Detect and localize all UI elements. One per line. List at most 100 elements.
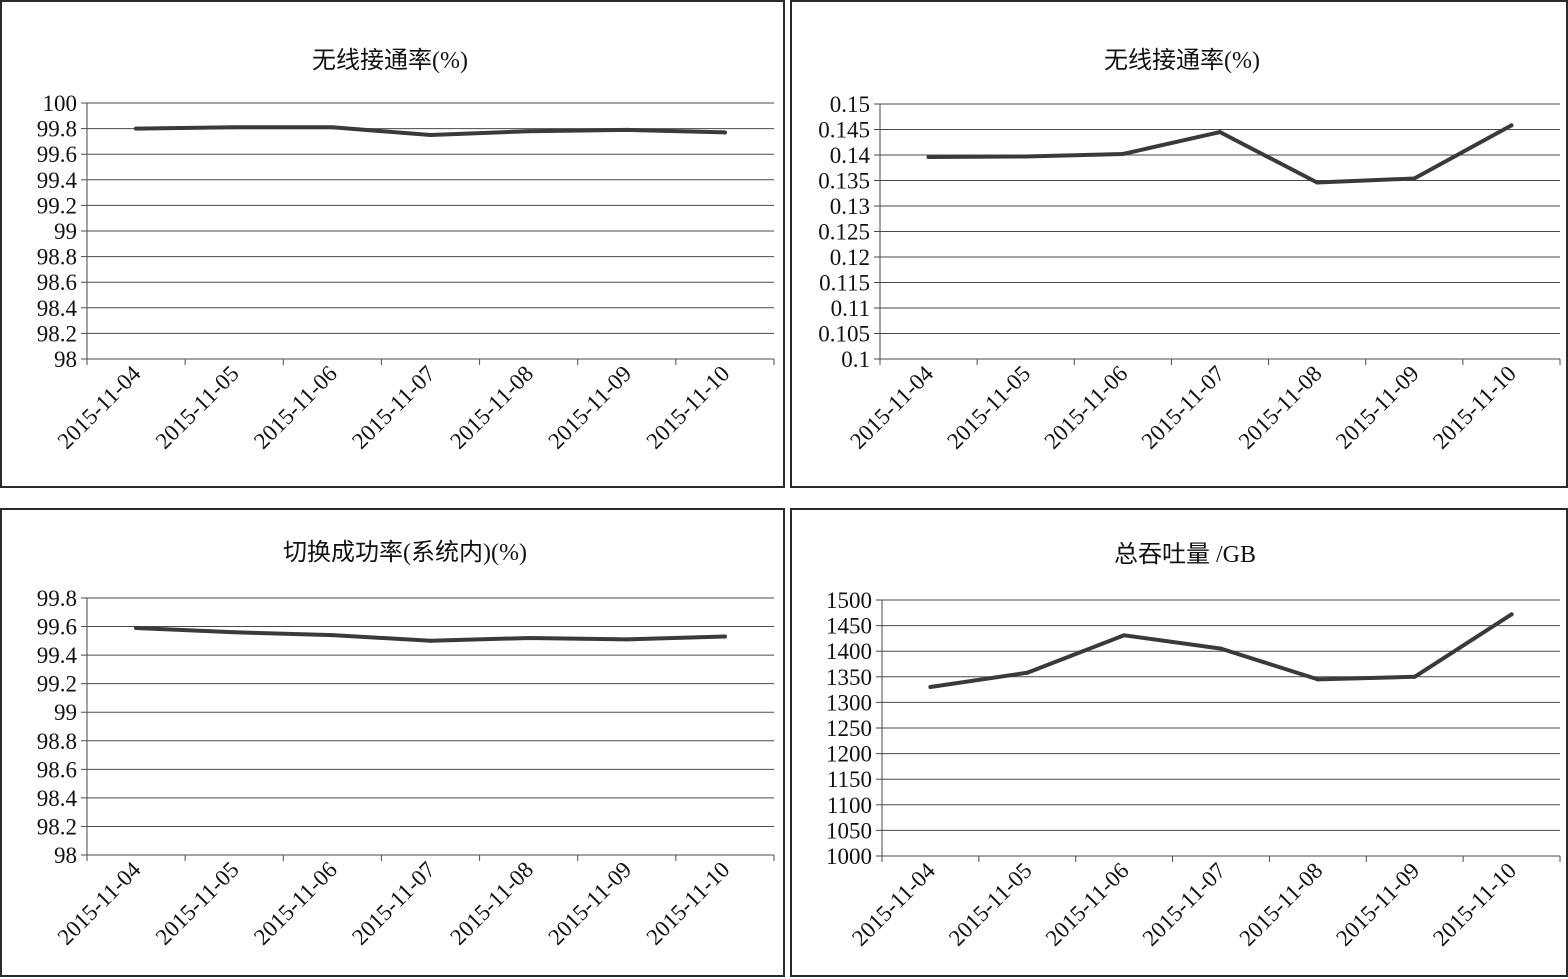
data-point — [1412, 176, 1417, 181]
data-point — [1315, 677, 1320, 682]
y-tick-label: 98.6 — [37, 270, 77, 295]
chart-wireless-connection-rate: 无线接通率(%)10099.899.699.499.29998.898.698.… — [37, 47, 775, 454]
data-point — [134, 625, 139, 630]
data-point — [624, 127, 629, 132]
y-tick-label: 0.13 — [830, 194, 870, 219]
y-tick-label: 1300 — [826, 690, 872, 715]
data-point — [1218, 130, 1222, 135]
x-tick-label: 2015-11-04 — [53, 857, 146, 950]
y-tick-label: 98.8 — [37, 245, 77, 270]
y-tick-label: 98 — [54, 843, 77, 868]
x-tick-label: 2015-11-08 — [1234, 361, 1327, 454]
y-tick-label: 1400 — [826, 639, 872, 664]
data-point — [1509, 123, 1514, 128]
chart-total-throughput: 总吞吐量 /GB 15001450140013501300125012001150… — [826, 541, 1561, 951]
data-point — [232, 125, 237, 130]
x-tick-label: 2015-11-08 — [445, 361, 538, 454]
x-tick-label: 2015-11-08 — [445, 857, 538, 950]
y-tick-label: 99.8 — [37, 586, 77, 611]
y-tick-label: 0.135 — [818, 169, 870, 194]
y-tick-label: 0.115 — [819, 271, 870, 296]
x-tick-label: 2015-11-05 — [942, 361, 1035, 454]
x-tick-label: 2015-11-08 — [1234, 858, 1327, 951]
data-point — [1025, 670, 1030, 675]
y-tick-label: 0.1 — [841, 347, 870, 372]
x-tick-label: 2015-11-10 — [642, 361, 735, 454]
x-tick-label: 2015-11-10 — [1428, 858, 1521, 951]
data-point — [624, 637, 629, 642]
x-tick-label: 2015-11-09 — [543, 857, 636, 950]
x-tick-label: 2015-11-09 — [1331, 361, 1424, 454]
data-point — [526, 635, 531, 640]
chart-wireless-connection-rate-2: 无线接通率(%)0.150.1450.140.1350.130.1250.120… — [818, 47, 1561, 454]
chart-panel-wireless-connection-rate: 无线接通率(%) 100 99.8 99.6 99.4 99.2 99 98.8 98.6 98.… — [0, 0, 785, 488]
y-tick-label: 1000 — [826, 844, 872, 869]
chart-panel-total-throughput: 总吞吐量 /GB 1500 1450 1400 1350 1300 1250 1200 1150… — [790, 508, 1568, 977]
y-tick-label: 0.125 — [818, 220, 870, 245]
data-point — [428, 638, 433, 643]
chart-title: 切换成功率(系统内)(%) — [283, 539, 527, 566]
x-tick-label: 2015-11-06 — [249, 361, 342, 454]
data-point — [232, 630, 237, 635]
chart-panel-wireless-connection-rate-2: 无线接通率(%) 0.15 0.145 0.14 0.135 0.13 0.125 0.12 0… — [790, 0, 1568, 488]
y-tick-label: 99 — [54, 219, 77, 244]
y-tick-label: 98.4 — [37, 296, 78, 321]
x-tick-label: 2015-11-06 — [249, 857, 342, 950]
y-tick-label: 1100 — [827, 793, 872, 818]
x-tick-label: 2015-11-09 — [543, 361, 636, 454]
data-point — [926, 155, 931, 160]
x-tick-label: 2015-11-10 — [642, 857, 735, 950]
y-tick-label: 0.14 — [830, 143, 871, 168]
data-point — [1412, 674, 1417, 679]
data-point — [928, 685, 933, 690]
x-tick-label: 2015-11-04 — [845, 361, 938, 454]
data-point — [1023, 154, 1028, 159]
y-tick-label: 99.6 — [37, 142, 77, 167]
x-tick-label: 2015-11-04 — [53, 361, 146, 454]
y-tick-label: 0.145 — [818, 118, 870, 143]
x-tick-label: 2015-11-05 — [151, 857, 244, 950]
x-tick-label: 2015-11-04 — [847, 858, 940, 951]
y-tick-label: 98.2 — [37, 814, 77, 839]
data-point — [1122, 633, 1127, 638]
data-point — [330, 633, 335, 638]
x-tick-label: 2015-11-07 — [347, 857, 440, 950]
y-tick-label: 1500 — [826, 588, 872, 613]
data-point — [722, 634, 727, 639]
y-tick-label: 1250 — [826, 716, 872, 741]
y-tick-label: 99.2 — [37, 672, 77, 697]
y-tick-label: 99.4 — [37, 643, 78, 668]
y-tick-label: 1150 — [827, 767, 872, 792]
y-tick-label: 98.6 — [37, 757, 77, 782]
x-tick-label: 2015-11-06 — [1039, 361, 1132, 454]
y-tick-label: 1350 — [826, 665, 872, 690]
x-tick-label: 2015-11-10 — [1428, 361, 1521, 454]
data-point — [722, 130, 727, 135]
x-tick-label: 2015-11-05 — [151, 361, 244, 454]
chart-title: 总吞吐量 /GB — [1114, 541, 1256, 568]
data-point — [428, 133, 433, 137]
x-tick-label: 2015-11-06 — [1041, 858, 1134, 951]
y-tick-label: 98.2 — [37, 321, 77, 346]
y-tick-label: 99.2 — [37, 193, 77, 218]
y-tick-label: 1200 — [826, 742, 872, 767]
y-tick-label: 0.11 — [831, 296, 870, 321]
y-tick-label: 99.4 — [37, 168, 78, 193]
y-tick-label: 100 — [43, 91, 78, 116]
y-tick-label: 98 — [54, 347, 77, 372]
y-tick-label: 0.15 — [830, 92, 870, 117]
data-point — [330, 125, 335, 130]
data-point — [1219, 646, 1223, 651]
y-tick-label: 0.12 — [830, 245, 870, 270]
data-point — [526, 129, 531, 134]
chart-handover-success-rate: 切换成功率(系统内)(%) 99.8 99.6 99.4 99.2 99 98.8 98.6 9… — [37, 539, 775, 950]
chart-title: 无线接通率(%) — [312, 47, 468, 74]
data-point — [1315, 180, 1320, 185]
x-tick-label: 2015-11-07 — [1138, 858, 1231, 951]
x-tick-label: 2015-11-09 — [1331, 858, 1424, 951]
data-point — [134, 126, 139, 131]
y-tick-label: 99.8 — [37, 117, 77, 142]
y-tick-label: 99 — [54, 700, 77, 725]
x-tick-label: 2015-11-07 — [347, 361, 440, 454]
y-tick-label: 1450 — [826, 614, 872, 639]
